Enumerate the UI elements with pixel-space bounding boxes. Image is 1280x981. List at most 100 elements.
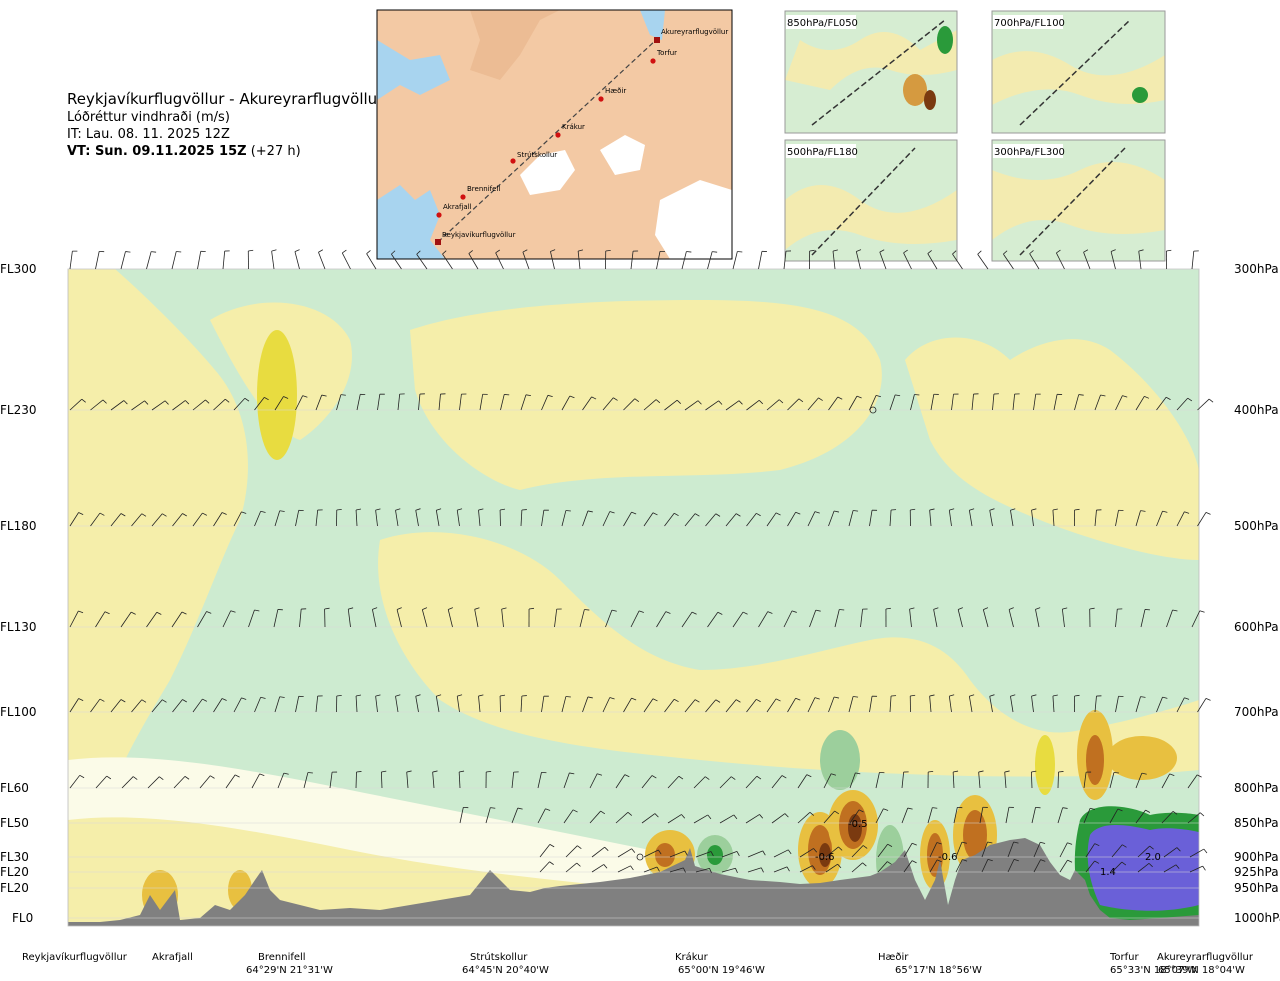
wind-barb [377, 394, 381, 411]
wind-barb-feather [517, 807, 523, 810]
wind-barb [664, 399, 678, 411]
panel-850[interactable] [785, 11, 957, 133]
wind-barb-feather [102, 399, 107, 404]
wind-barb-feather [673, 698, 679, 703]
wind-barb [623, 398, 636, 411]
wind-barb [561, 395, 571, 411]
wind-barb [372, 609, 377, 628]
wind-barb-feather [1052, 508, 1058, 511]
wind-barb-feather [1184, 697, 1190, 700]
wind-barb-feather [324, 607, 330, 610]
wind-barb-feather [1004, 770, 1010, 773]
map-fjord [640, 10, 665, 40]
wind-barb [719, 776, 732, 789]
panel-500[interactable] [785, 140, 957, 261]
wind-barb [1033, 842, 1041, 858]
wind-barb-feather [631, 848, 636, 853]
wind-barb-feather [260, 510, 266, 513]
wind-barb-feather [733, 814, 738, 820]
wind-barb-feather [1176, 847, 1181, 852]
panel-300[interactable] [992, 140, 1165, 261]
wind-barb [563, 772, 570, 789]
wind-barb [664, 699, 675, 713]
wind-barb-feather [909, 607, 915, 610]
wind-barb [1031, 510, 1034, 527]
wind-barb [832, 251, 836, 270]
wind-barb-feather [436, 694, 442, 697]
wind-barb-feather [396, 607, 402, 610]
wind-barb [375, 510, 378, 527]
wind-barb [69, 398, 83, 411]
wind-barb-feather [336, 694, 342, 697]
wind-barb-feather [1100, 394, 1106, 397]
wind-barb-feather [576, 862, 581, 867]
wind-barb [355, 696, 358, 713]
wind-barb [1189, 848, 1205, 858]
wind-barb [1161, 811, 1174, 824]
wind-barb [511, 807, 519, 824]
wind-barb-feather [929, 694, 935, 697]
wind-barb [395, 510, 399, 527]
wind-barb [1033, 394, 1037, 411]
wind-barb-feather [375, 694, 381, 697]
wind-barb-feather [572, 809, 578, 813]
wind-barb-feather [120, 699, 126, 703]
wind-barb [271, 251, 275, 270]
wind-barb-feather [1122, 844, 1127, 848]
wind-barb [889, 510, 892, 527]
wind-barb [771, 813, 786, 824]
pressure-level-label: 600hPa [1234, 620, 1279, 634]
wind-barb [869, 696, 873, 713]
pressure-level-label: 900hPa [1234, 850, 1279, 864]
wind-barb-feather [784, 813, 789, 818]
wind-barb-feather [221, 698, 227, 701]
panel-300-shade [992, 162, 1165, 240]
wind-barb [120, 611, 132, 628]
wind-barb-feather [927, 250, 932, 254]
wind-barb-feather [654, 813, 659, 818]
wind-barb [294, 251, 300, 270]
panel-300-frame [991, 139, 1166, 262]
wind-barb-feather [953, 770, 959, 773]
cross-section-plot[interactable]: -0.5 -0.6 -0.6 2.0 1.4 FL300 FL230 FL180 FL130 F… [0, 249, 1280, 976]
map-glacier-1 [520, 150, 575, 195]
wind-barb-feather [627, 812, 633, 816]
wind-barb-feather [78, 610, 84, 614]
wind-barb-feather [1058, 771, 1064, 773]
wind-barb [197, 251, 202, 270]
wind-barb [1056, 252, 1065, 270]
wind-barb-feather [603, 864, 608, 869]
wind-barb [1007, 859, 1015, 873]
wind-barb [1110, 251, 1116, 270]
wind-barb-feather [395, 508, 401, 511]
wind-barb [397, 394, 401, 411]
wind-barb [1083, 772, 1087, 789]
wind-barb [746, 399, 760, 411]
wind-barb [851, 862, 863, 873]
wind-barb-feather [1162, 510, 1168, 513]
wind-barb [797, 812, 811, 824]
wind-barb-feather [279, 696, 285, 698]
wind-barb-feather [1094, 843, 1100, 847]
wind-barb [901, 807, 909, 824]
wind-barb [877, 861, 888, 873]
wind-barb-feather [987, 841, 993, 844]
wind-barb-feather [683, 867, 686, 873]
wind-barb-feather [634, 398, 640, 403]
wind-barb-feather [132, 776, 138, 780]
wind-barb-feather [130, 611, 136, 615]
wind-barb [90, 399, 104, 411]
wind-barb [1176, 697, 1185, 713]
route-map: Akureyrarflugvöllur Torfur Hæðir Krákur Strú… [377, 10, 732, 259]
wind-barb-feather [1172, 811, 1178, 815]
wind-barb [1094, 394, 1101, 411]
wind-barb-feather [1166, 249, 1172, 252]
wind-barb [315, 394, 323, 411]
wind-barb [989, 510, 993, 527]
wind-barb [222, 251, 226, 270]
wind-barb [1163, 847, 1178, 858]
wind-barb-feather [875, 395, 881, 398]
wind-barb [707, 612, 719, 628]
panel-700[interactable] [992, 11, 1165, 133]
wind-barb [799, 848, 814, 858]
